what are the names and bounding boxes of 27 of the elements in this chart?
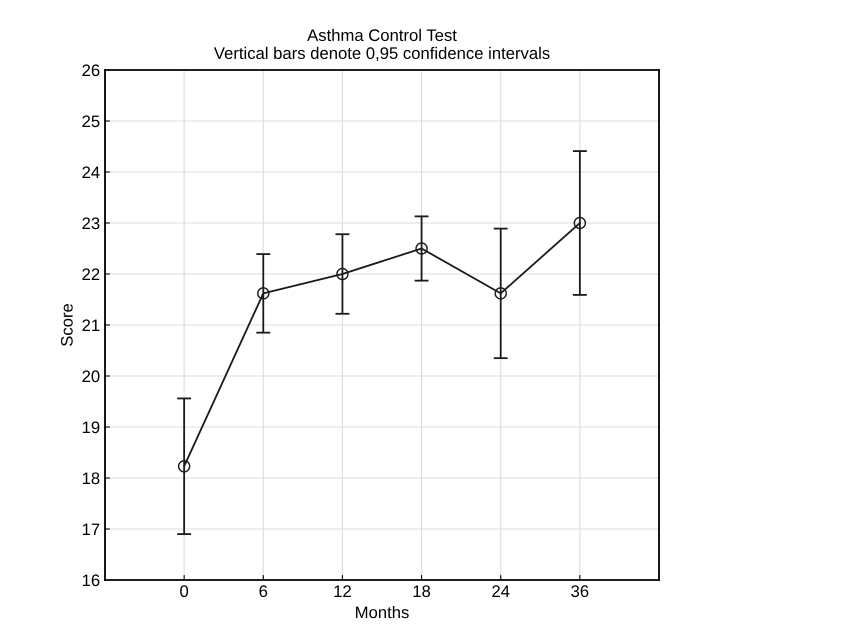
point: [257, 287, 270, 300]
y-tick-label: 21: [82, 319, 100, 332]
x-tick-label: 36: [571, 585, 588, 598]
point: [494, 287, 507, 300]
y-tick-label: 20: [82, 370, 100, 382]
point: [336, 268, 349, 280]
chart-subtitle: Vertical bars denote 0,95 confidence intervals: [214, 46, 550, 62]
y-tick-label: 23: [82, 217, 100, 230]
y-tick-label: 26: [82, 64, 100, 76]
x-tick-label: 0: [180, 585, 188, 598]
x-tick-label: 24: [492, 585, 510, 597]
x-tick-label: 6: [260, 585, 268, 598]
y-tick-label: 18: [82, 472, 100, 484]
y-tick-label: 22: [82, 268, 100, 280]
y-tick-label: 19: [82, 421, 100, 434]
x-tick-label: 12: [334, 585, 351, 597]
x-axis-title: Months: [356, 606, 409, 618]
point: [574, 216, 586, 230]
y-tick-label: 24: [82, 166, 100, 178]
y-tick-label: 16: [82, 574, 100, 586]
y-tick-label: 25: [82, 115, 100, 128]
point: [178, 460, 190, 473]
chart-title: Asthma Control Test: [307, 28, 457, 42]
y-axis-title: Score: [60, 304, 73, 346]
x-tick-label: 18: [414, 585, 430, 598]
point: [415, 242, 428, 255]
y-tick-label: 17: [82, 524, 100, 536]
